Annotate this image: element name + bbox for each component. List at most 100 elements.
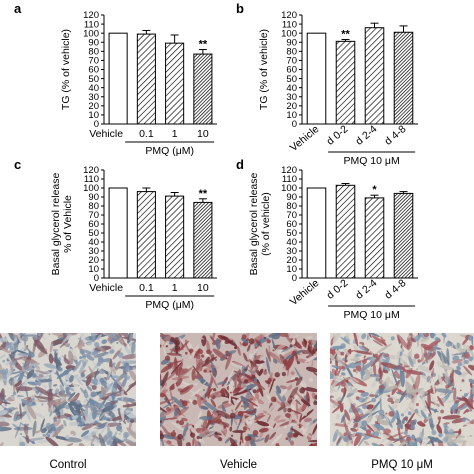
y-tick-label: 70 [286,210,297,221]
cell-stroke [266,414,272,423]
lipid-droplet [189,348,194,353]
cell-stroke [26,369,35,379]
bar [108,187,128,279]
lipid-droplet [463,392,468,397]
cell-stroke [366,334,369,341]
cell-stroke [369,367,374,374]
y-tick-label: 60 [286,65,297,76]
cell-stroke [253,359,265,364]
cell-stroke [208,391,221,398]
cell-stroke [461,371,466,379]
lipid-droplet [33,335,39,341]
cell-stroke [267,378,283,387]
cell-stroke [105,431,113,438]
lipid-droplet [437,416,442,421]
bar [136,33,156,125]
micrograph-texture [0,333,136,446]
lipid-droplet [256,390,259,393]
cell-stroke [212,348,227,360]
cell-stroke [254,393,260,400]
cell-stroke [125,440,136,446]
lipid-droplet [461,379,465,382]
cell-stroke [349,376,360,383]
cell-stroke [24,438,29,446]
cell-stroke [291,339,296,345]
cell-stroke [260,333,270,339]
cell-stroke [467,364,474,371]
cell-stroke [417,365,433,373]
cell-stroke [383,384,402,391]
cell-stroke [355,406,364,415]
lipid-droplet [390,336,395,341]
cell-stroke [230,362,243,368]
lipid-droplet [80,372,86,378]
lipid-droplet [393,438,396,441]
lipid-droplet [468,356,474,362]
cell-stroke [82,437,95,441]
lipid-droplet [36,390,40,394]
cell-stroke [80,430,90,437]
cell-stroke [403,369,423,375]
lipid-droplet [469,409,472,412]
cell-stroke [130,419,135,423]
group-label: PMQ (μM) [145,145,194,157]
cell-stroke [160,385,163,390]
cell-stroke [111,430,124,441]
cell-stroke [22,403,32,423]
lipid-droplet [378,384,384,390]
lipid-droplet [443,424,448,429]
cell-stroke [259,352,265,362]
cell-stroke [79,339,85,347]
cell-stroke [420,343,425,363]
cell-stroke [458,342,462,355]
cell-stroke [28,376,45,380]
lipid-droplet [117,407,121,411]
y-tick-label: 70 [286,56,297,67]
cell-stroke [371,335,387,346]
lipid-droplet [217,413,220,417]
cell-stroke [250,379,266,391]
cell-stroke [461,352,466,358]
cell-stroke [279,385,288,390]
cell-stroke [13,378,19,384]
cell-stroke [453,387,457,401]
y-axis-label: (% of vehicle) [260,192,272,256]
cell-stroke [203,431,216,439]
cell-stroke [225,368,235,386]
cell-stroke [35,386,52,397]
cell-stroke [17,333,21,342]
cell-stroke [344,381,352,394]
cell-stroke [249,348,259,360]
lipid-droplet [117,352,124,358]
cell-stroke [0,337,8,343]
cell-stroke [59,384,66,397]
micrograph-vehicle [160,333,317,446]
cell-stroke [128,382,136,388]
lipid-droplet [229,391,232,394]
cell-stroke [310,360,313,366]
cell-stroke [201,356,218,368]
significance-mark: ** [199,39,208,51]
y-tick-label: 40 [286,83,297,94]
cell-stroke [53,384,58,387]
cell-stroke [160,404,168,413]
cell-stroke [86,385,93,392]
cell-stroke [49,341,54,353]
y-tick-label: 50 [88,228,99,239]
cell-stroke [123,344,133,358]
cell-stroke [78,443,85,446]
cell-stroke [431,436,435,445]
cell-stroke [215,430,223,435]
lipid-droplet [246,338,250,342]
cell-stroke [80,333,87,342]
cell-stroke [197,410,203,419]
y-tick-label: 80 [88,201,99,212]
cell-stroke [160,334,171,337]
cell-stroke [350,389,358,394]
cell-stroke [300,409,314,420]
cell-stroke [396,409,400,419]
lipid-droplet [400,413,405,417]
cell-stroke [162,400,176,409]
cell-stroke [255,339,263,347]
